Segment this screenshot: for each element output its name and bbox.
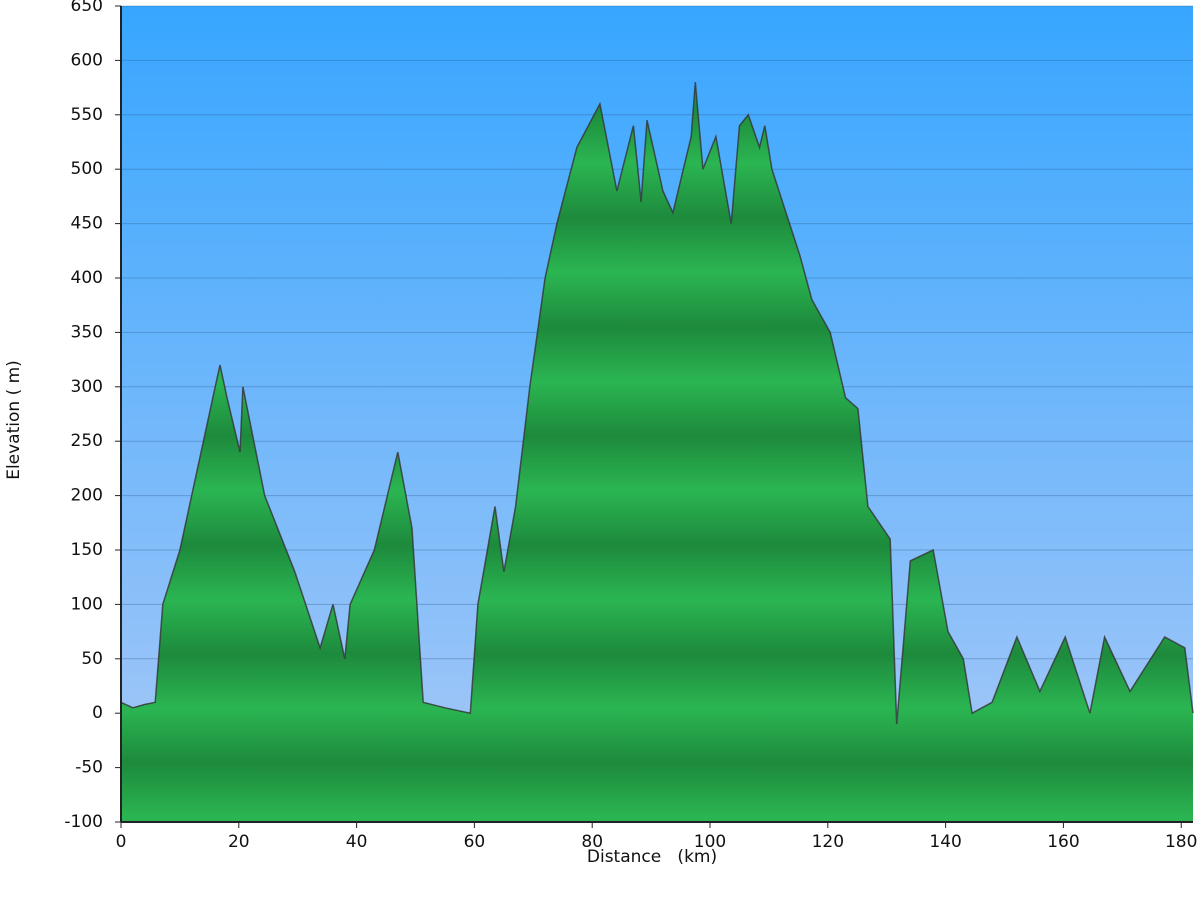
- y-tick-label: 550: [71, 105, 103, 125]
- x-tick-label: 140: [929, 832, 961, 852]
- y-axis-title: Elevation ( m): [4, 360, 24, 480]
- y-tick-label: 150: [71, 540, 103, 560]
- x-tick-label: 160: [1047, 832, 1079, 852]
- x-tick-label: 120: [812, 832, 844, 852]
- y-tick-label: 350: [71, 322, 103, 342]
- y-tick-label: 600: [71, 50, 103, 70]
- x-axis-title: Distance (km): [587, 847, 717, 867]
- x-tick-label: 20: [228, 832, 250, 852]
- y-tick-label: 450: [71, 214, 103, 234]
- y-tick-label: 0: [92, 703, 103, 723]
- x-tick-label: 80: [581, 832, 603, 852]
- y-tick-label: 250: [71, 431, 103, 451]
- y-tick-label: 500: [71, 159, 103, 179]
- x-tick-label: 180: [1165, 832, 1197, 852]
- y-tick-label: 100: [71, 594, 103, 614]
- x-tick-label: 100: [694, 832, 726, 852]
- x-tick-label: 0: [116, 832, 127, 852]
- y-tick-label: -100: [64, 812, 103, 832]
- y-tick-label: -50: [75, 758, 103, 778]
- x-tick-label: 40: [346, 832, 368, 852]
- y-tick-label: 300: [71, 377, 103, 397]
- y-tick-label: 50: [81, 649, 103, 669]
- elevation-area: [121, 82, 1193, 822]
- elevation-line: [120, 82, 1194, 725]
- y-tick-label: 200: [71, 486, 103, 506]
- y-tick-label: 400: [71, 268, 103, 288]
- y-tick-label: 650: [71, 0, 103, 16]
- x-tick-label: 60: [464, 832, 486, 852]
